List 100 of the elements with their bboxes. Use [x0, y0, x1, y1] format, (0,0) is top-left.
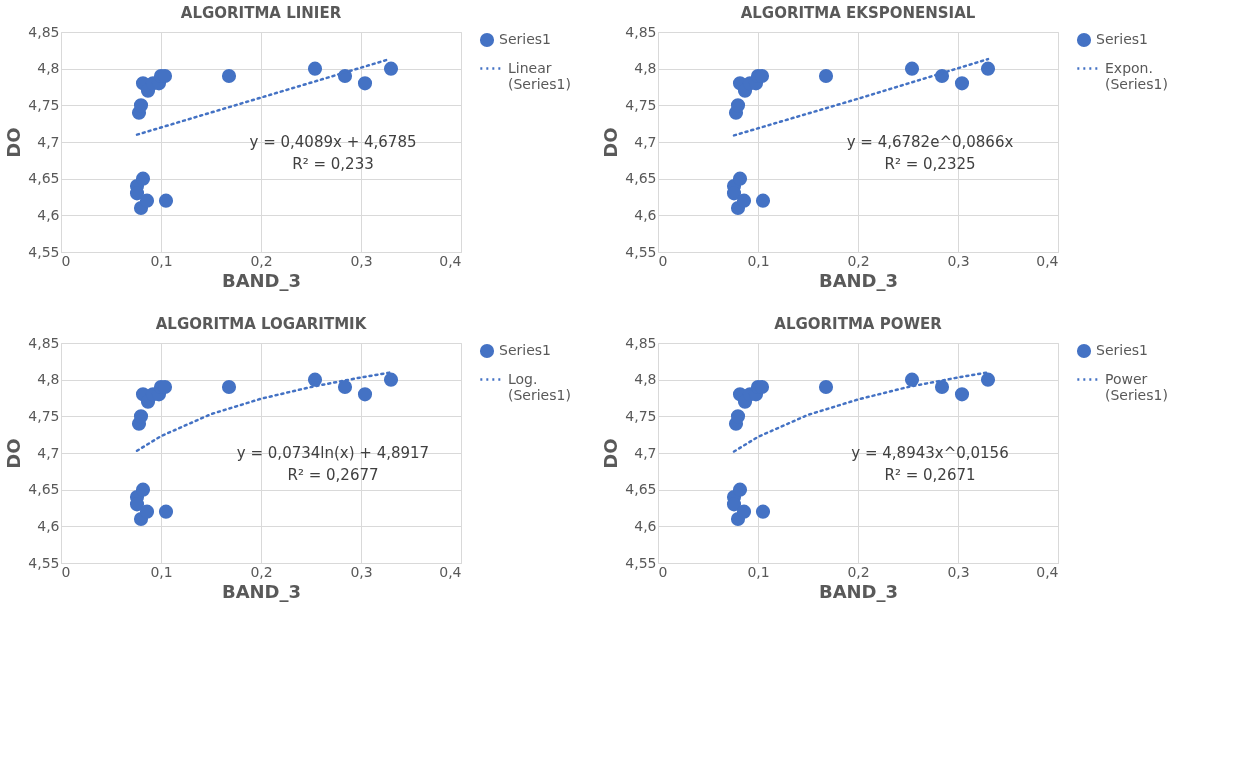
x-tick-label: 0,3: [350, 252, 373, 269]
point: [221, 68, 237, 84]
annotation: R² = 0,2671: [884, 466, 976, 484]
point: [954, 387, 970, 402]
y-axis-title: DO: [3, 127, 25, 158]
point: [139, 193, 155, 208]
x-tick-label: 0,4: [439, 252, 462, 269]
annotation: R² = 0,2325: [884, 155, 976, 173]
x-tick-label: 0,4: [1036, 252, 1059, 269]
y-tick-label: 4,65: [625, 481, 657, 498]
y-tick-label: 4,75: [625, 407, 657, 424]
x-tick-label: 0,1: [747, 252, 770, 269]
x-tick-label: 0,1: [150, 563, 173, 580]
x-tick-label: 0,3: [947, 563, 970, 580]
y-tick-label: 4,55: [28, 554, 60, 571]
point: [904, 61, 920, 76]
y-tick-label: 4,8: [37, 371, 60, 388]
point: [755, 504, 771, 519]
point: [980, 372, 996, 387]
x-tick-label: 0: [658, 252, 668, 269]
point: [135, 171, 151, 186]
point: [818, 379, 834, 395]
y-axis-title: DO: [600, 438, 622, 469]
x-tick-label: 0,1: [747, 563, 770, 580]
point: [934, 379, 950, 395]
point: [357, 387, 373, 402]
y-tick-label: 4,6: [37, 206, 60, 223]
y-tick-label: 4,7: [634, 133, 657, 150]
legend-label: Power (Series1): [1105, 370, 1168, 403]
point: [818, 68, 834, 84]
legend-label: Linear (Series1): [508, 59, 571, 92]
y-tick-label: 4,75: [625, 96, 657, 113]
y-tick-label: 4,85: [625, 334, 657, 351]
y-tick-label: 4,7: [634, 444, 657, 461]
y-tick-label: 4,65: [625, 170, 657, 187]
point: [954, 76, 970, 91]
y-tick-label: 4,7: [37, 444, 60, 461]
x-axis-title: BAND_3: [818, 580, 899, 602]
chart-title: ALGORITMA LOGARITMIK: [155, 315, 368, 333]
point: [736, 193, 752, 208]
y-tick-label: 4,55: [28, 243, 60, 260]
legend-label: Series1: [499, 342, 551, 358]
point: [307, 61, 323, 76]
y-tick-label: 4,55: [625, 554, 657, 571]
annotation: R² = 0,2677: [287, 466, 379, 484]
legend-label: Series1: [1096, 31, 1148, 47]
x-tick-label: 0,3: [350, 563, 373, 580]
x-tick-label: 0,3: [947, 252, 970, 269]
point: [732, 171, 748, 186]
point: [158, 504, 174, 519]
y-tick-label: 4,85: [28, 23, 60, 40]
chart-title: ALGORITMA LINIER: [180, 4, 342, 22]
point: [221, 379, 237, 395]
x-tick-label: 0,4: [439, 563, 462, 580]
point: [133, 409, 149, 424]
legend-label: Log. (Series1): [508, 370, 571, 403]
point: [133, 98, 149, 113]
point: [730, 98, 746, 113]
y-tick-label: 4,75: [28, 407, 60, 424]
point: [755, 193, 771, 208]
point: [158, 193, 174, 208]
y-tick-label: 4,55: [625, 243, 657, 260]
x-tick-label: 0,2: [847, 252, 870, 269]
y-tick-label: 4,85: [625, 23, 657, 40]
y-tick-label: 4,85: [28, 334, 60, 351]
legend-label: Expon. (Series1): [1105, 59, 1168, 92]
y-tick-label: 4,65: [28, 170, 60, 187]
chart-title: ALGORITMA POWER: [774, 315, 943, 333]
x-tick-label: 0,2: [250, 563, 273, 580]
x-tick-label: 0: [61, 563, 71, 580]
y-tick-label: 4,8: [37, 60, 60, 77]
annotation: R² = 0,233: [292, 155, 374, 173]
point: [337, 379, 353, 395]
chart-title: ALGORITMA EKSPONENSIAL: [740, 4, 976, 22]
point: [383, 372, 399, 387]
point: [736, 504, 752, 519]
y-tick-label: 4,6: [37, 517, 60, 534]
point: [732, 482, 748, 497]
point: [980, 61, 996, 76]
y-tick-label: 4,6: [634, 206, 657, 223]
y-tick-label: 4,75: [28, 96, 60, 113]
annotation: y = 0,0734ln(x) + 4,8917: [236, 444, 430, 462]
point: [135, 482, 151, 497]
x-tick-label: 0,2: [250, 252, 273, 269]
annotation: y = 0,4089x + 4,6785: [249, 133, 417, 151]
point: [730, 409, 746, 424]
x-tick-label: 0: [658, 563, 668, 580]
point: [307, 372, 323, 387]
x-tick-label: 0,2: [847, 563, 870, 580]
y-tick-label: 4,8: [634, 371, 657, 388]
x-tick-label: 0,1: [150, 252, 173, 269]
y-tick-label: 4,6: [634, 517, 657, 534]
point: [904, 372, 920, 387]
y-axis-title: DO: [3, 438, 25, 469]
x-tick-label: 0: [61, 252, 71, 269]
x-axis-title: BAND_3: [818, 269, 899, 291]
y-tick-label: 4,65: [28, 481, 60, 498]
annotation: y = 4,6782e^0,0866x: [846, 133, 1014, 151]
x-axis-title: BAND_3: [221, 269, 302, 291]
legend-label: Series1: [1096, 342, 1148, 358]
